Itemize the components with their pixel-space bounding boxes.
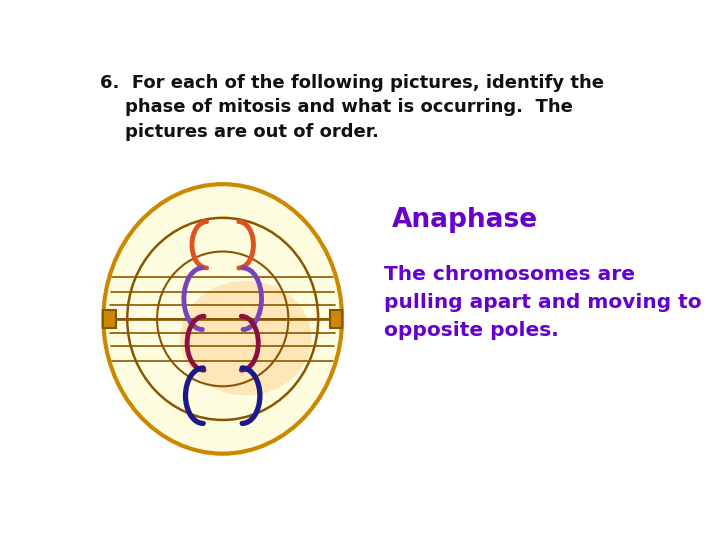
Text: Anaphase: Anaphase (392, 207, 539, 233)
Text: The chromosomes are
pulling apart and moving to
opposite poles.: The chromosomes are pulling apart and mo… (384, 265, 702, 340)
Ellipse shape (180, 281, 312, 395)
FancyBboxPatch shape (330, 309, 342, 328)
Ellipse shape (104, 184, 342, 454)
FancyBboxPatch shape (104, 309, 116, 328)
Text: 6.  For each of the following pictures, identify the
    phase of mitosis and wh: 6. For each of the following pictures, i… (99, 74, 603, 140)
